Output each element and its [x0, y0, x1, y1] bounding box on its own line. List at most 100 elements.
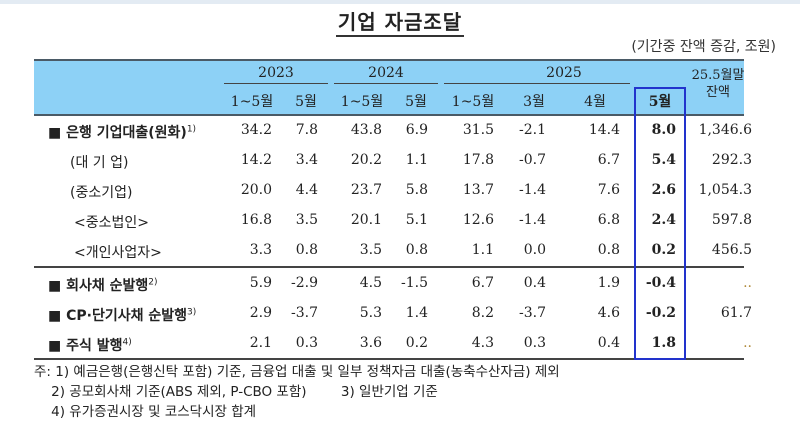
row-label: ■ 회사채 순발행2) [48, 275, 158, 295]
title-text: 기업 자금조달 [335, 10, 465, 37]
top-strip [0, 0, 800, 4]
col-2025-may: 5월 [648, 94, 672, 110]
footnotes: 주: 1) 예금은행(은행신탁 포함) 기준, 금융업 대출 및 일부 정책자금… [34, 362, 560, 422]
cell: -1.4 [519, 212, 546, 228]
cell: -3.7 [291, 305, 318, 321]
year-2023: 2023 [258, 65, 294, 81]
col-balance-line2: 잔액 [706, 85, 730, 100]
highlight-cell: 1.8 [651, 335, 676, 351]
col-2025-jan-may: 1~5월 [451, 94, 495, 110]
table-row: (중소기업) 20.0 4.4 23.7 5.8 13.7 -1.4 7.6 2… [34, 176, 752, 206]
cell: 3.4 [295, 152, 318, 168]
balance-cell: 1,346.6 [698, 122, 752, 138]
balance-cell: 597.8 [711, 212, 752, 228]
balance-cell: 456.5 [711, 242, 752, 258]
row-label: ■ 은행 기업대출(원화)1) [48, 122, 196, 142]
col-2025-mar: 3월 [523, 94, 545, 110]
cell: 31.5 [462, 122, 494, 138]
footnote-ref: 4) [122, 337, 132, 348]
footnote-ref: 3) [187, 307, 197, 318]
row-label: ■ 주식 발행4) [48, 335, 132, 355]
cell: 6.7 [471, 275, 494, 291]
cell: 14.2 [240, 152, 272, 168]
cell: 23.7 [350, 182, 382, 198]
row-label-text: ■ 회사채 순발행 [48, 278, 149, 294]
cell: 7.6 [597, 182, 620, 198]
table-row: <개인사업자> 3.3 0.8 3.5 0.8 1.1 0.0 0.8 0.2 … [34, 236, 752, 266]
row-label: <개인사업자> [74, 245, 162, 261]
cell: 7.8 [295, 122, 318, 138]
footnote-ref: 2) [148, 277, 158, 288]
row-label: (대 기 업) [70, 155, 129, 171]
cell: 6.9 [405, 122, 428, 138]
cell: 0.3 [523, 335, 546, 351]
cell: 5.3 [359, 305, 382, 321]
cell: 20.0 [240, 182, 272, 198]
cell: 0.4 [597, 335, 620, 351]
cell: 2.9 [249, 305, 272, 321]
cell: 0.4 [523, 275, 546, 291]
cell: 16.8 [240, 212, 272, 228]
col-2025-apr: 4월 [584, 94, 606, 110]
row-label-text: ■ 주식 발행 [48, 338, 123, 354]
cell: 4.3 [471, 335, 494, 351]
footnote-4: 4) 유가증권시장 및 코스닥시장 합계 [34, 404, 257, 420]
col-2024-may: 5월 [405, 94, 427, 110]
cell: -2.1 [519, 122, 546, 138]
unit-label: (기간중 잔액 증감, 조원) [631, 39, 776, 55]
cell: 5.1 [405, 212, 428, 228]
cell: 14.4 [588, 122, 620, 138]
balance-cell: .. [743, 275, 752, 291]
cell: 1.1 [405, 152, 428, 168]
highlight-cell: 5.4 [651, 152, 676, 168]
row-label-text: ■ 은행 기업대출(원화) [48, 125, 187, 141]
cell: 0.0 [523, 242, 546, 258]
row-label: ■ CP·단기사채 순발행3) [48, 305, 196, 325]
cell: 20.2 [350, 152, 382, 168]
row-label-text: ■ CP·단기사채 순발행 [48, 308, 187, 324]
balance-cell: 61.7 [720, 305, 752, 321]
footnote-1: 주: 1) 예금은행(은행신탁 포함) 기준, 금융업 대출 및 일부 정책자금… [34, 364, 560, 380]
cell: 12.6 [462, 212, 494, 228]
cell: -0.7 [519, 152, 546, 168]
footnote-ref: 1) [186, 124, 197, 135]
year-underline [334, 83, 438, 84]
cell: 43.8 [350, 122, 382, 138]
cell: 20.1 [350, 212, 382, 228]
cell: 0.8 [405, 242, 428, 258]
cell: 0.2 [405, 335, 428, 351]
cell: 34.2 [240, 122, 272, 138]
cell: -1.4 [519, 182, 546, 198]
year-2025: 2025 [546, 65, 582, 81]
cell: 0.8 [597, 242, 620, 258]
highlight-cell: 8.0 [651, 122, 676, 138]
row-label: (중소기업) [70, 185, 133, 201]
table-row: <중소법인> 16.8 3.5 20.1 5.1 12.6 -1.4 6.8 2… [34, 206, 752, 236]
table-row: (대 기 업) 14.2 3.4 20.2 1.1 17.8 -0.7 6.7 … [34, 146, 752, 176]
col-2024-jan-may: 1~5월 [340, 94, 384, 110]
cell: 3.6 [359, 335, 382, 351]
cell: -3.7 [519, 305, 546, 321]
highlight-cell: 0.2 [651, 242, 676, 258]
cell: 5.9 [249, 275, 272, 291]
year-underline [444, 83, 630, 84]
highlight-cell: 2.4 [651, 212, 676, 228]
col-2023-jan-may: 1~5월 [230, 94, 274, 110]
cell: 1.9 [597, 275, 620, 291]
cell: 3.3 [249, 242, 272, 258]
table-row: ■ 회사채 순발행2) 5.9 -2.9 4.5 -1.5 6.7 0.4 1.… [34, 269, 752, 299]
cell: 8.2 [471, 305, 494, 321]
balance-cell: .. [743, 335, 752, 351]
balance-cell: 1,054.3 [698, 182, 752, 198]
col-2023-may: 5월 [295, 94, 317, 110]
balance-cell: 292.3 [711, 152, 752, 168]
col-balance-line1: 25.5월말 [691, 68, 745, 83]
row-label: <중소법인> [74, 215, 149, 231]
cell: 4.6 [597, 305, 620, 321]
cell: 4.5 [359, 275, 382, 291]
footnote-2-3: 2) 공모회사채 기준(ABS 제외, P-CBO 포함) 3) 일반기업 기준 [34, 384, 438, 400]
cell: 4.4 [295, 182, 318, 198]
highlight-cell: 2.6 [651, 182, 676, 198]
year-underline [224, 83, 328, 84]
cell: 6.8 [597, 212, 620, 228]
